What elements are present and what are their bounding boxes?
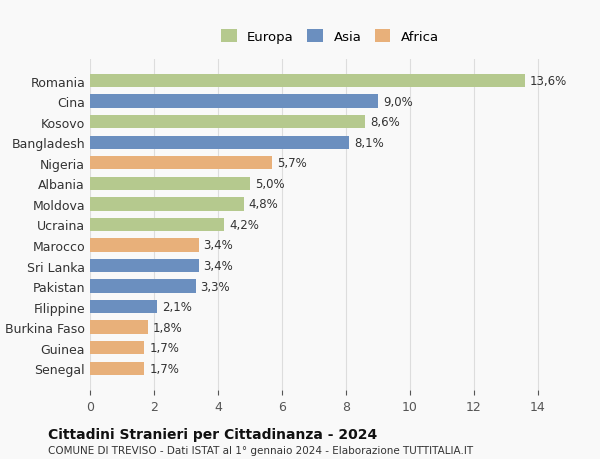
- Text: 5,0%: 5,0%: [255, 178, 284, 190]
- Bar: [90, 280, 196, 293]
- Bar: [90, 177, 250, 190]
- Text: 4,2%: 4,2%: [229, 218, 259, 231]
- Bar: [90, 116, 365, 129]
- Text: COMUNE DI TREVISO - Dati ISTAT al 1° gennaio 2024 - Elaborazione TUTTITALIA.IT: COMUNE DI TREVISO - Dati ISTAT al 1° gen…: [48, 445, 473, 455]
- Text: 2,1%: 2,1%: [162, 301, 192, 313]
- Bar: [90, 136, 349, 150]
- Bar: [90, 218, 224, 232]
- Bar: [90, 157, 272, 170]
- Legend: Europa, Asia, Africa: Europa, Asia, Africa: [214, 23, 446, 50]
- Bar: [90, 341, 145, 355]
- Bar: [90, 362, 145, 375]
- Bar: [90, 300, 157, 313]
- Text: 8,1%: 8,1%: [354, 136, 384, 149]
- Bar: [90, 321, 148, 334]
- Text: 3,4%: 3,4%: [203, 239, 233, 252]
- Text: 3,3%: 3,3%: [200, 280, 230, 293]
- Text: 1,7%: 1,7%: [149, 362, 179, 375]
- Text: 3,4%: 3,4%: [203, 259, 233, 272]
- Text: 9,0%: 9,0%: [383, 95, 413, 108]
- Bar: [90, 239, 199, 252]
- Text: Cittadini Stranieri per Cittadinanza - 2024: Cittadini Stranieri per Cittadinanza - 2…: [48, 427, 377, 441]
- Text: 1,8%: 1,8%: [152, 321, 182, 334]
- Bar: [90, 259, 199, 273]
- Text: 13,6%: 13,6%: [530, 75, 567, 88]
- Bar: [90, 75, 525, 88]
- Text: 4,8%: 4,8%: [248, 198, 278, 211]
- Bar: [90, 198, 244, 211]
- Text: 5,7%: 5,7%: [277, 157, 307, 170]
- Bar: [90, 95, 378, 108]
- Text: 1,7%: 1,7%: [149, 341, 179, 354]
- Text: 8,6%: 8,6%: [370, 116, 400, 129]
